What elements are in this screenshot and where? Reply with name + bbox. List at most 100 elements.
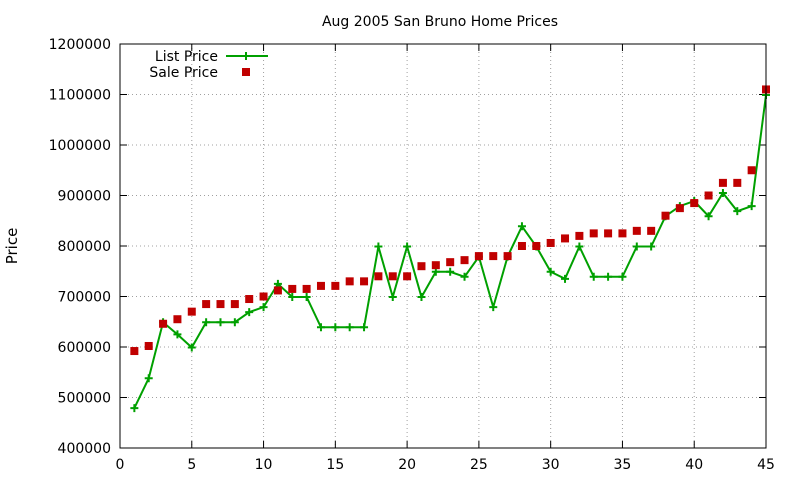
- sale-price-point: [718, 178, 727, 187]
- list-price-point: [187, 343, 196, 352]
- x-tick-label: 45: [757, 457, 775, 473]
- sale-price-point: [302, 284, 311, 293]
- list-price-point: [589, 272, 598, 281]
- x-tick-label: 35: [614, 457, 632, 473]
- list-price-point: [575, 242, 584, 251]
- sale-price-point: [661, 211, 670, 220]
- sale-price-point: [144, 341, 153, 350]
- list-price-point: [417, 293, 426, 302]
- series-sale-price: [130, 85, 770, 356]
- sale-price-point: [431, 261, 440, 270]
- sale-price-point: [690, 199, 699, 208]
- legend-label: Sale Price: [149, 65, 218, 81]
- y-tick-label: 500000: [58, 391, 111, 407]
- chart-title: Aug 2005 San Bruno Home Prices: [322, 14, 558, 30]
- list-price-point: [403, 242, 412, 251]
- sale-price-point: [489, 252, 498, 261]
- list-price-point: [230, 318, 239, 327]
- sale-price-point: [704, 191, 713, 200]
- sale-price-point: [173, 315, 182, 324]
- list-price-point: [345, 323, 354, 332]
- sale-price-point: [647, 226, 656, 235]
- legend-label: List Price: [155, 49, 218, 65]
- sale-price-point: [259, 292, 268, 301]
- sale-price-point: [388, 272, 397, 281]
- list-price-point: [618, 272, 627, 281]
- sale-price-point: [532, 242, 541, 250]
- plot-frame: [119, 43, 767, 449]
- list-price-point: [604, 272, 613, 281]
- list-price-point: [316, 323, 325, 332]
- y-tick-label: 1100000: [49, 88, 111, 104]
- list-price-point: [388, 293, 397, 302]
- sale-price-point: [187, 307, 196, 316]
- list-price-point: [288, 293, 297, 302]
- x-tick-label: 20: [398, 457, 416, 473]
- list-price-point: [202, 318, 211, 327]
- sale-price-point: [216, 300, 225, 309]
- sale-price-point: [345, 277, 354, 286]
- sale-price-point: [503, 252, 512, 261]
- list-price-point: [632, 242, 641, 251]
- x-tick-label: 5: [187, 457, 196, 473]
- x-tick-label: 25: [470, 457, 488, 473]
- grid: [120, 44, 766, 448]
- sale-price-point: [446, 258, 455, 267]
- sale-price-point: [288, 284, 297, 293]
- sale-price-point: [747, 166, 756, 175]
- list-price-point: [446, 267, 455, 276]
- sale-price-point: [230, 300, 239, 309]
- x-tick-label: 10: [255, 457, 273, 473]
- sale-price-point: [589, 229, 598, 238]
- list-price-point: [747, 202, 756, 211]
- y-tick-label: 800000: [58, 239, 111, 255]
- sale-price-point: [675, 204, 684, 213]
- y-tick-label: 700000: [58, 290, 111, 306]
- x-tick-label: 0: [116, 457, 125, 473]
- sale-price-point: [517, 242, 526, 250]
- sale-price-point: [374, 272, 383, 281]
- y-tick-label: 400000: [58, 441, 111, 457]
- sale-price-point: [474, 252, 483, 261]
- y-tick-label: 1200000: [49, 37, 111, 53]
- sale-price-point: [331, 281, 340, 290]
- series-list-price: [130, 91, 770, 413]
- list-price-point: [546, 267, 555, 276]
- sale-price-point: [130, 347, 139, 356]
- y-tick-label: 1000000: [49, 138, 111, 154]
- list-price-point: [647, 242, 656, 251]
- x-tick-label: 30: [542, 457, 560, 473]
- sale-price-point: [273, 286, 282, 295]
- list-price-point: [259, 303, 268, 312]
- sale-price-point: [316, 281, 325, 290]
- sale-price-point: [604, 229, 613, 238]
- x-tick-label: 40: [685, 457, 703, 473]
- sale-price-point: [360, 277, 369, 286]
- sale-price-point: [202, 300, 211, 309]
- sale-price-point: [159, 319, 168, 328]
- legend-square-swatch: [242, 68, 250, 76]
- list-price-point: [374, 242, 383, 251]
- list-price-point: [130, 404, 139, 413]
- axis-ticks: 400000 500000 600000 700000 800000 900000 1000…: [49, 37, 775, 473]
- list-price-point: [360, 323, 369, 332]
- list-price-point: [733, 207, 742, 216]
- sale-price-point: [245, 295, 254, 304]
- sale-price-point: [417, 262, 426, 271]
- list-price-line: [133, 94, 767, 409]
- list-price-point: [561, 274, 570, 283]
- list-price-point: [460, 272, 469, 281]
- list-price-point: [245, 308, 254, 317]
- list-price-point: [144, 374, 153, 383]
- sale-price-point: [561, 234, 570, 243]
- list-price-point: [517, 222, 526, 231]
- sale-price-point: [403, 272, 412, 281]
- list-price-point: [173, 330, 182, 339]
- sale-price-point: [733, 178, 742, 187]
- y-tick-label: 900000: [58, 189, 111, 205]
- y-tick-label: 600000: [58, 340, 111, 356]
- y-axis-title: Price: [3, 228, 21, 265]
- sale-price-point: [618, 229, 627, 238]
